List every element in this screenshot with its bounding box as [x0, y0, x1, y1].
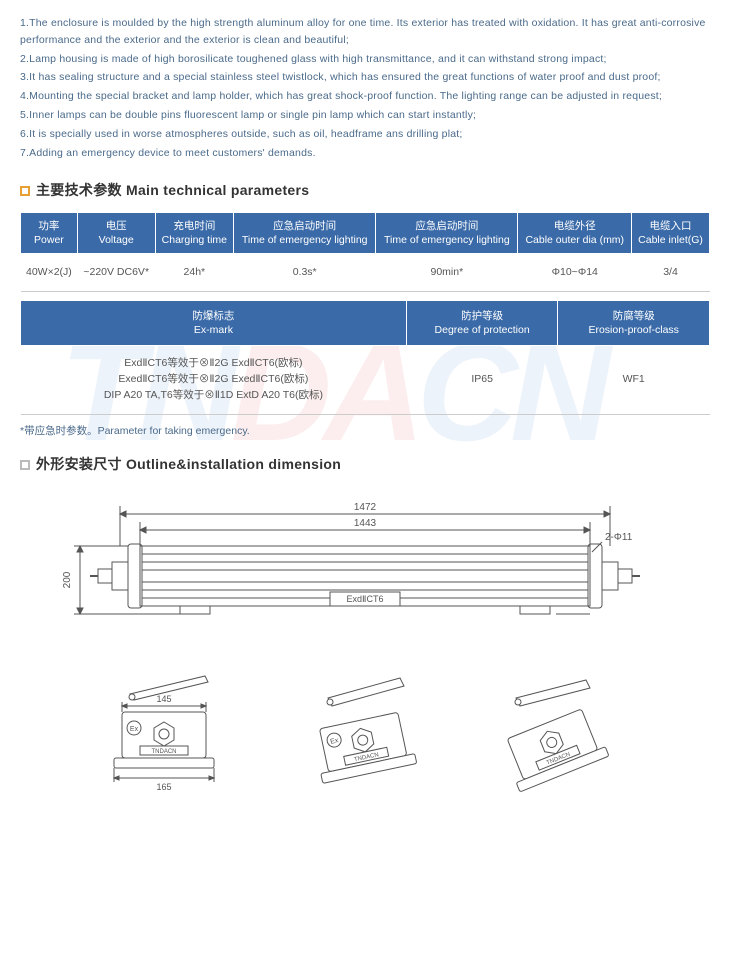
svg-text:TNDACN: TNDACN [152, 749, 177, 755]
feature-item: 7.Adding an emergency device to meet cus… [20, 145, 710, 162]
svg-text:145: 145 [156, 694, 171, 704]
bullet-icon [20, 460, 30, 470]
feature-item: 4.Mounting the special bracket and lamp … [20, 88, 710, 105]
svg-text:Ex: Ex [130, 726, 139, 733]
td-exmark: ExdⅡCT6等效于⊗Ⅱ2G ExdⅡCT6(欧标) ExedⅡCT6等效于⊗Ⅱ… [21, 346, 407, 414]
parameters-table-2: 防爆标志Ex-mark 防护等级Degree of protection 防腐等… [20, 300, 710, 415]
th-emerg2: 应急启动时间Time of emergency lighting [376, 212, 518, 253]
outline-diagram: 1472 1443 2-Φ11 [20, 486, 710, 816]
th-cable-inlet: 电缆入口Cable inlet(G) [632, 212, 710, 253]
th-power: 功率Power [21, 212, 78, 253]
bullet-icon [20, 186, 30, 196]
svg-text:1472: 1472 [354, 502, 377, 513]
feature-item: 5.Inner lamps can be double pins fluores… [20, 107, 710, 124]
feature-item: 3.It has sealing structure and a special… [20, 69, 710, 86]
parameters-table-1: 功率Power 电压Voltage 充电时间Charging time 应急启动… [20, 212, 710, 292]
section-title-parameters: 主要技术参数 Main technical parameters [20, 179, 710, 201]
svg-text:2-Φ11: 2-Φ11 [605, 532, 633, 543]
table-row: 40W×2(J) ~220V DC6V* 24h* 0.3s* 90min* Φ… [21, 254, 710, 292]
feature-item: 2.Lamp housing is made of high borosilic… [20, 51, 710, 68]
th-emerg1: 应急启动时间Time of emergency lighting [234, 212, 376, 253]
feature-item: 6.It is specially used in worse atmosphe… [20, 126, 710, 143]
table-row: ExdⅡCT6等效于⊗Ⅱ2G ExdⅡCT6(欧标) ExedⅡCT6等效于⊗Ⅱ… [21, 346, 710, 414]
th-exmark: 防爆标志Ex-mark [21, 300, 407, 345]
feature-item: 1.The enclosure is moulded by the high s… [20, 15, 710, 49]
section-title-dimension: 外形安装尺寸 Outline&installation dimension [20, 453, 710, 475]
svg-text:165: 165 [156, 782, 171, 792]
th-voltage: 电压Voltage [77, 212, 155, 253]
svg-text:1443: 1443 [354, 518, 377, 529]
svg-text:ExdⅡCT6: ExdⅡCT6 [347, 594, 384, 604]
th-cable-dia: 电缆外径Cable outer dia (mm) [518, 212, 632, 253]
features-list: 1.The enclosure is moulded by the high s… [20, 15, 710, 161]
footnote: *带应急时参数。Parameter for taking emergency. [20, 423, 710, 440]
th-protection: 防护等级Degree of protection [406, 300, 558, 345]
svg-text:200: 200 [62, 571, 73, 588]
th-charging: 充电时间Charging time [155, 212, 234, 253]
th-erosion: 防腐等级Erosion-proof-class [558, 300, 710, 345]
